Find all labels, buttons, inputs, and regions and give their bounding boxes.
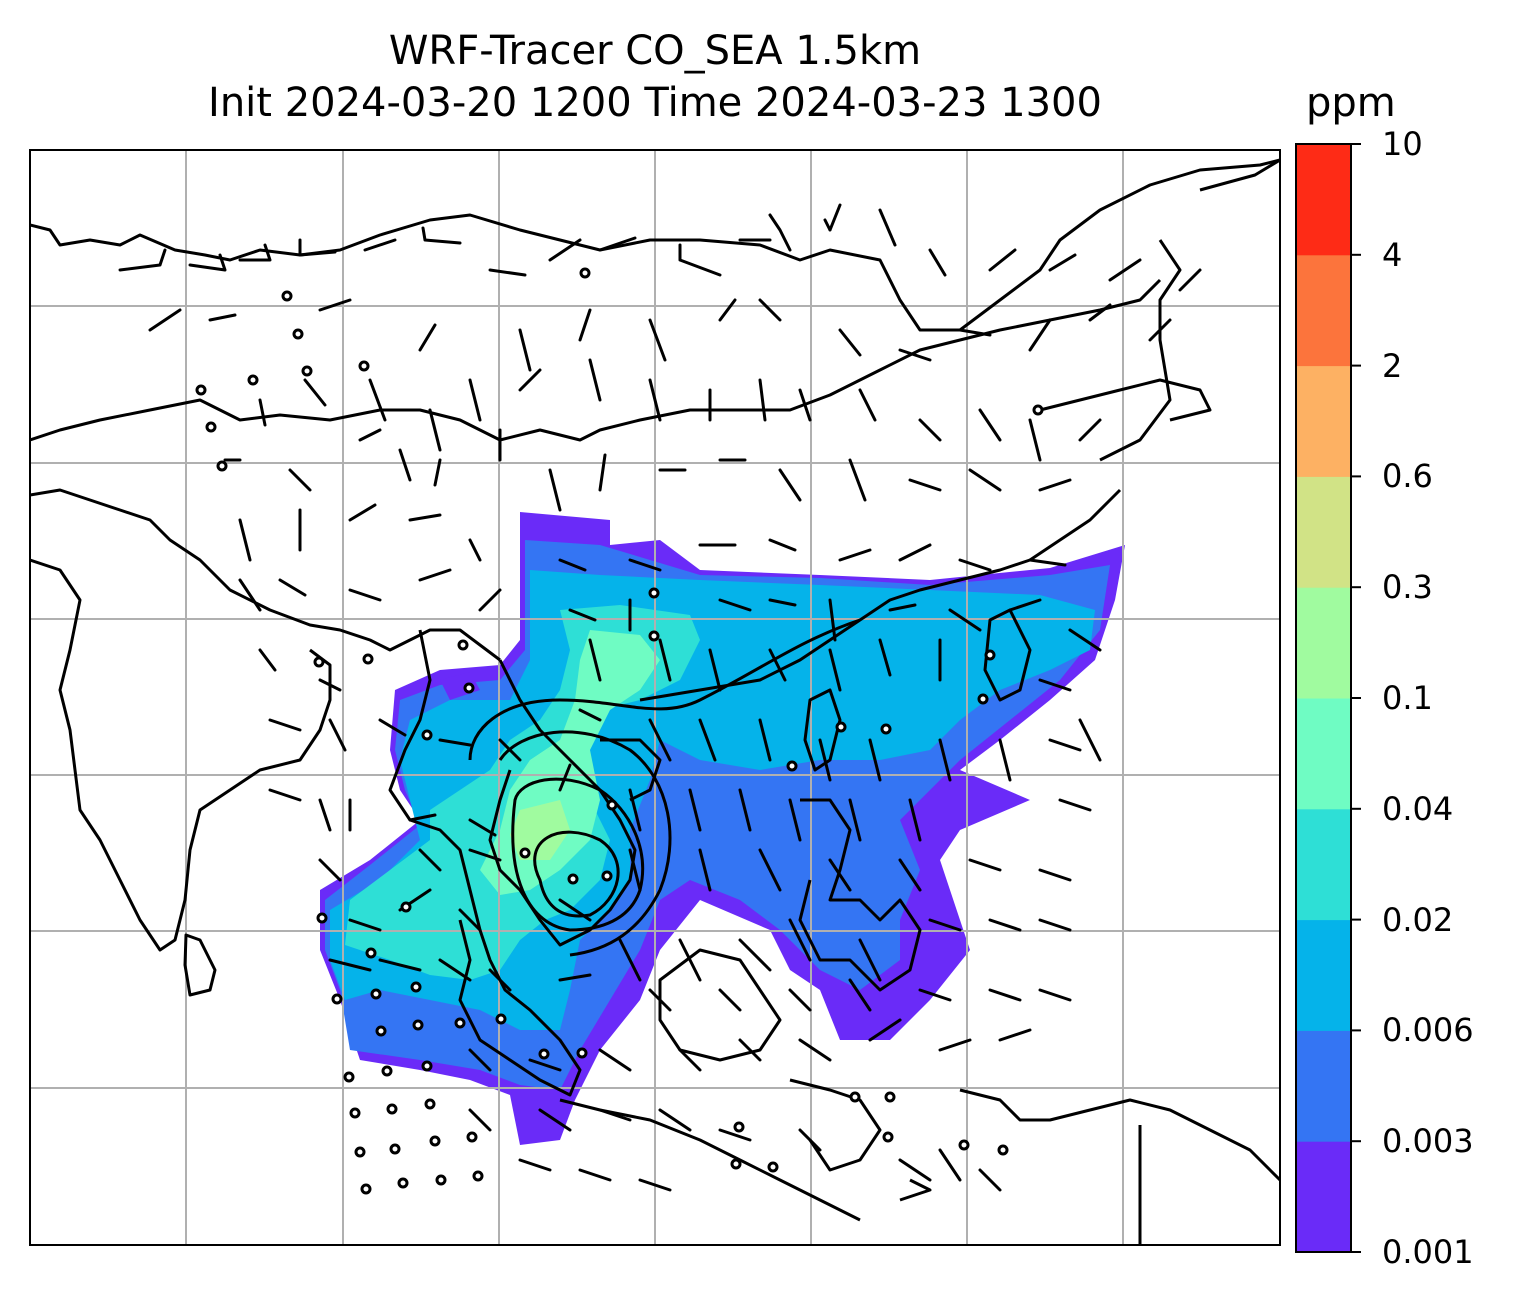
colorbar-segment [1296,476,1351,588]
colorbar-tick-label: 0.1 [1382,679,1433,717]
tracer-shading [320,512,1125,1145]
chart-title-line2: Init 2024-03-20 1200 Time 2024-03-23 130… [208,80,1102,126]
calm-markers [195,267,1044,1195]
colorbar-frame [1295,143,1352,1253]
colorbar-tick-label: 0.6 [1382,457,1433,496]
wind-barbs [118,203,1202,1192]
map-frame [29,149,1281,1246]
colorbar-segment [1296,698,1351,810]
colorbar-tick-label: 0.02 [1382,900,1454,939]
colorbar-tick-label: 0.04 [1382,789,1454,828]
colorbar-tick-label: 4 [1382,235,1403,274]
colorbar-segment [1296,254,1351,367]
colorbar-segment [1296,808,1351,921]
colorbar-segment [1296,587,1351,699]
colorbar-segment [1296,365,1351,477]
colorbar-tick-label: 2 [1382,346,1403,385]
colorbar-segment [1296,919,1351,1031]
colorbar-unit: ppm [1306,80,1396,126]
colorbar-segment [1296,1030,1351,1142]
colorbar-tick-label: 0.006 [1382,1011,1474,1050]
colorbar-segment [1296,1141,1351,1253]
colorbar-tick-label: 0.003 [1382,1122,1474,1161]
map-area [30,150,1280,1245]
chart-title-line1: WRF-Tracer CO_SEA 1.5km [388,28,922,74]
coastlines [30,158,1280,1245]
colorbar-tick-label: 10 [1382,125,1423,163]
colorbar [1296,143,1361,1253]
colorbar-segment [1296,144,1351,256]
tracer-band-0.1 [510,800,570,860]
colorbar-tick-label: 0.001 [1382,1233,1474,1271]
colorbar-tick-label: 0.3 [1382,568,1433,607]
